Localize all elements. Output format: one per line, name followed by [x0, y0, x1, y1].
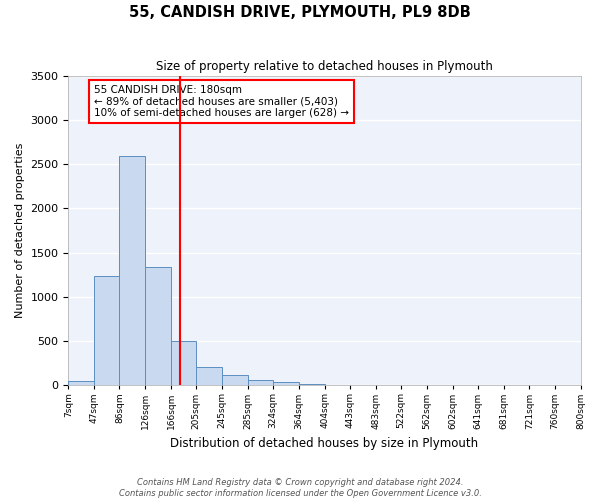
Bar: [196, 367, 222, 386]
Bar: [222, 375, 248, 386]
Text: Contains HM Land Registry data © Crown copyright and database right 2024.
Contai: Contains HM Land Registry data © Crown c…: [119, 478, 481, 498]
Bar: [273, 382, 299, 386]
Bar: [171, 341, 196, 386]
Text: 55, CANDISH DRIVE, PLYMOUTH, PL9 8DB: 55, CANDISH DRIVE, PLYMOUTH, PL9 8DB: [129, 5, 471, 20]
Bar: [119, 156, 145, 386]
Bar: [94, 276, 119, 386]
Title: Size of property relative to detached houses in Plymouth: Size of property relative to detached ho…: [156, 60, 493, 73]
Y-axis label: Number of detached properties: Number of detached properties: [15, 143, 25, 318]
Text: 55 CANDISH DRIVE: 180sqm
← 89% of detached houses are smaller (5,403)
10% of sem: 55 CANDISH DRIVE: 180sqm ← 89% of detach…: [94, 85, 349, 118]
Bar: [299, 384, 325, 386]
Bar: [68, 382, 94, 386]
Bar: [145, 266, 171, 386]
X-axis label: Distribution of detached houses by size in Plymouth: Distribution of detached houses by size …: [170, 437, 479, 450]
Bar: [248, 380, 273, 386]
